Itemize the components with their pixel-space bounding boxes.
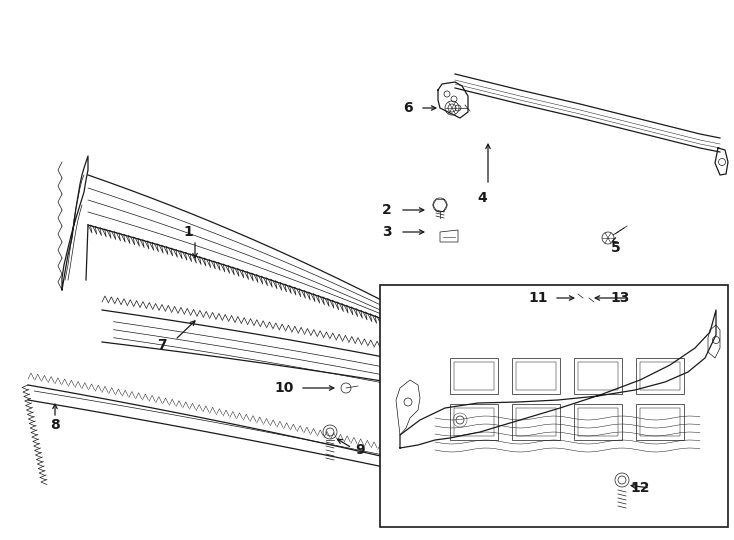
Bar — [640, 362, 680, 390]
Bar — [450, 404, 498, 440]
Text: 9: 9 — [355, 443, 365, 457]
Bar — [574, 358, 622, 394]
Text: 12: 12 — [631, 481, 650, 495]
Bar — [574, 404, 622, 440]
Text: 3: 3 — [382, 225, 392, 239]
Text: 4: 4 — [477, 191, 487, 205]
Text: 6: 6 — [403, 101, 413, 115]
Bar — [512, 358, 560, 394]
Text: 5: 5 — [611, 241, 621, 255]
Text: 13: 13 — [611, 291, 630, 305]
Bar — [636, 358, 684, 394]
Bar — [578, 408, 618, 436]
Text: 1: 1 — [183, 225, 193, 239]
Bar — [450, 358, 498, 394]
Bar — [516, 408, 556, 436]
Bar — [454, 362, 494, 390]
Text: 10: 10 — [275, 381, 294, 395]
Bar — [454, 408, 494, 436]
Bar — [380, 285, 728, 527]
Text: 11: 11 — [528, 291, 548, 305]
Text: 2: 2 — [382, 203, 392, 217]
Text: 8: 8 — [50, 418, 60, 432]
Bar — [640, 408, 680, 436]
Bar — [578, 362, 618, 390]
Bar — [516, 362, 556, 390]
Bar — [636, 404, 684, 440]
Bar — [512, 404, 560, 440]
Text: 7: 7 — [157, 338, 167, 352]
